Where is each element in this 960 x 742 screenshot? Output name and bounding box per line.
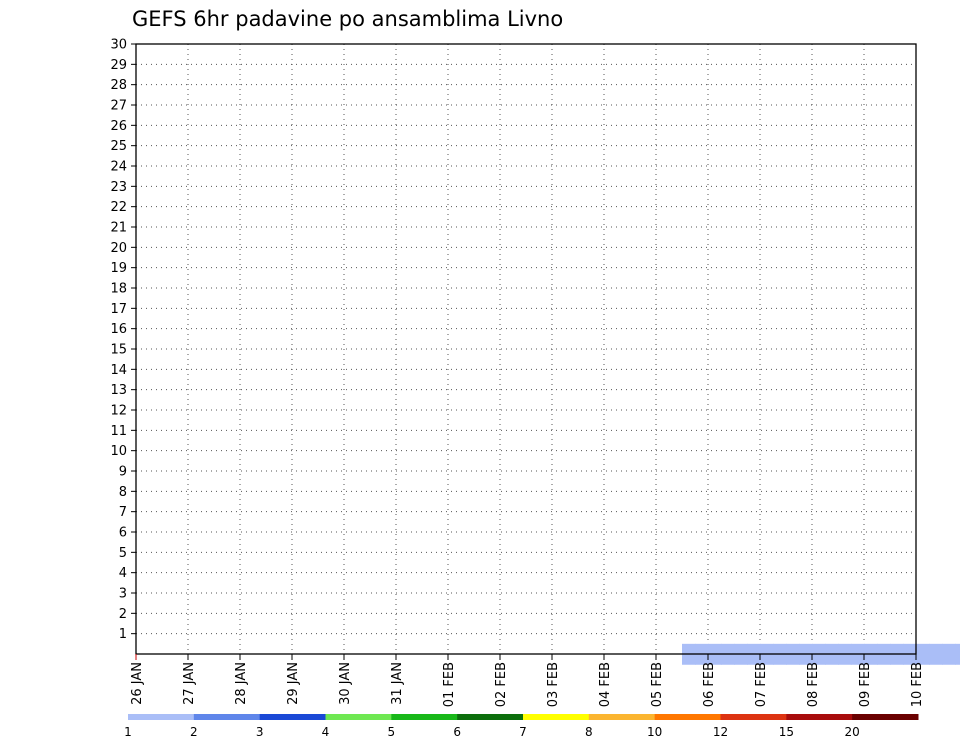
y-tick-label: 9 [119,465,127,480]
colorbar-segment [720,714,787,720]
y-tick-label: 6 [119,526,127,541]
x-tick-label: 26 JAN [130,662,145,705]
colorbar-segment [128,714,195,720]
y-tick-label: 1 [119,627,127,642]
colorbar-label: 15 [779,725,794,739]
precip-cell [916,643,930,665]
y-tick-label: 28 [110,78,127,93]
y-tick-label: 23 [110,180,127,195]
colorbar-label: 10 [647,725,662,739]
colorbar-label: 8 [585,725,593,739]
colorbar-label: 2 [190,725,198,739]
colorbar-segment [259,714,326,720]
x-tick-label: 28 JAN [234,662,249,705]
y-tick-label: 18 [110,282,127,297]
precip-cell [955,643,960,665]
colorbar-label: 5 [388,725,396,739]
colorbar: 1 2 3 4 5 6 7 8 10 12 15 20 [124,714,919,739]
precip-cell [942,643,956,665]
colorbar-label: 20 [845,725,860,739]
y-tick-label: 25 [110,139,127,154]
y-tick-label: 10 [110,444,127,459]
y-tick-label: 3 [119,587,127,602]
y-tick-label: 7 [119,505,127,520]
y-tick-label: 11 [110,424,127,439]
y-tick-label: 12 [110,404,127,419]
colorbar-segment [325,714,392,720]
y-tick-label: 2 [119,607,127,622]
colorbar-label: 6 [453,725,461,739]
x-tick-label: 30 JAN [338,662,353,705]
colorbar-segment [193,714,261,720]
x-tick-label: 29 JAN [286,662,301,705]
x-tick-label: 02 FEB [494,662,509,707]
y-tick-label: 13 [110,383,127,398]
y-tick-label: 16 [110,322,127,337]
colorbar-segment [588,714,656,720]
x-tick-label: 08 FEB [806,662,821,707]
y-tick-label: 19 [110,261,127,276]
x-tick-label: 31 JAN [390,662,405,705]
colorbar-segment [457,714,524,720]
grid-lines [136,43,916,654]
y-tick-label: 4 [119,566,127,581]
y-tick-label: 27 [110,99,127,114]
x-tick-label: 01 FEB [442,662,457,707]
chart-title: GEFS 6hr padavine po ansamblima Livno [132,7,563,31]
x-tick-label: 27 JAN [182,662,197,705]
colorbar-label: 12 [713,725,728,739]
colorbar-segment [852,714,919,720]
y-tick-label: 8 [119,485,127,500]
x-axis: 26 JAN 27 JAN 28 JAN 29 JAN 30 JAN 31 JAN 01 F… [130,654,925,707]
y-tick-label: 29 [110,58,127,73]
colorbar-segment [523,714,590,720]
y-tick-label: 17 [110,302,127,317]
colorbar-segment [786,714,853,720]
x-tick-label: 06 FEB [702,662,717,707]
x-tick-label: 05 FEB [650,662,665,707]
y-axis: 1234567891011121314151617181920212223242… [110,38,136,642]
colorbar-label: 4 [322,725,330,739]
colorbar-label: 1 [124,725,132,739]
y-tick-label: 5 [119,546,127,561]
y-tick-label: 15 [110,343,127,358]
y-tick-label: 22 [110,200,127,215]
y-tick-label: 20 [110,241,127,256]
y-tick-label: 24 [110,160,127,175]
x-tick-label: 04 FEB [598,662,613,707]
colorbar-segment [654,714,721,720]
x-tick-label: 09 FEB [858,662,873,707]
x-tick-label: 03 FEB [546,662,561,707]
colorbar-label: 3 [256,725,264,739]
x-tick-label: 10 FEB [910,662,925,707]
colorbar-segment [391,714,458,720]
y-tick-label: 14 [110,363,127,378]
x-tick-label: 07 FEB [754,662,769,707]
y-tick-label: 26 [110,119,127,134]
y-tick-label: 30 [110,38,127,53]
y-tick-label: 21 [110,221,127,236]
colorbar-label: 7 [519,725,527,739]
precip-cell [929,643,943,665]
